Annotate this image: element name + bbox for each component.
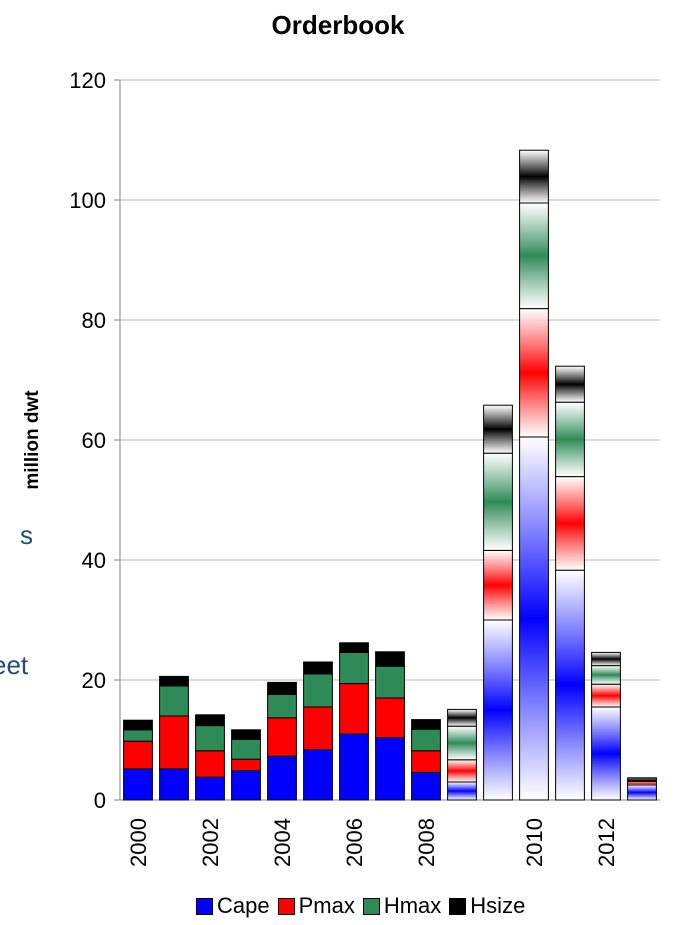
bar-pmax-segment — [483, 549, 513, 621]
bar-hmax-segment — [339, 651, 369, 685]
x-tick-label: 2004 — [270, 818, 295, 867]
bar-pmax-segment — [231, 758, 261, 772]
bar-hsize-segment — [627, 777, 657, 781]
bar-cape-segment — [555, 569, 585, 801]
legend-label: Hsize — [470, 893, 526, 918]
bar-hmax-segment — [375, 665, 405, 699]
bar-hsize-segment — [483, 404, 513, 454]
bar-cape-segment — [159, 768, 189, 801]
bar-pmax-segment — [627, 780, 657, 786]
legend-item-hmax: Hmax — [362, 893, 442, 919]
bar-cape-segment — [447, 781, 477, 801]
bar-hsize-segment — [339, 642, 369, 653]
legend-label: Cape — [217, 893, 270, 918]
x-tick-label: 2008 — [414, 818, 439, 867]
bar-hmax-segment — [303, 673, 333, 708]
x-tick-label: 2012 — [594, 818, 619, 867]
bar-hmax-segment — [123, 729, 153, 742]
bar-cape-segment — [339, 733, 369, 801]
bar-cape-segment — [483, 619, 513, 801]
bar-cape-segment — [195, 776, 225, 801]
bar-hmax-segment — [483, 452, 513, 551]
bar-hsize-segment — [519, 149, 549, 204]
bar-hmax-segment — [231, 738, 261, 760]
bar-cape-segment — [267, 755, 297, 801]
background-text-fragment: eet — [0, 650, 29, 680]
bar-pmax-segment — [195, 750, 225, 778]
bar-pmax-segment — [267, 717, 297, 757]
bar-cape-segment — [519, 436, 549, 801]
bar-hmax-segment — [519, 202, 549, 310]
x-tick-label: 2002 — [198, 818, 223, 867]
background-text-fragment: s — [20, 520, 33, 550]
bar-hmax-segment — [555, 401, 585, 478]
bar-cape-segment — [123, 768, 153, 801]
x-tick-label: 2010 — [522, 818, 547, 867]
legend-label: Pmax — [298, 893, 355, 918]
legend-swatch — [277, 897, 295, 915]
bar-hsize-segment — [447, 708, 477, 727]
bar-hsize-segment — [123, 719, 153, 731]
bar-pmax-segment — [411, 750, 441, 773]
bar-hsize-segment — [411, 719, 441, 730]
bar-hmax-segment — [447, 725, 477, 761]
bar-pmax-segment — [123, 740, 153, 770]
y-tick-label: 120 — [69, 68, 106, 93]
y-tick-label: 80 — [82, 308, 106, 333]
bar-pmax-segment — [375, 697, 405, 739]
bar-hmax-segment — [411, 728, 441, 752]
y-tick-label: 40 — [82, 548, 106, 573]
bar-cape-segment — [411, 771, 441, 801]
legend-item-hsize: Hsize — [449, 893, 525, 919]
x-tick-label: 2006 — [342, 818, 367, 867]
bar-cape-segment — [303, 749, 333, 801]
y-tick-label: 20 — [82, 668, 106, 693]
bar-cape-segment — [591, 706, 621, 801]
bar-cape-segment — [627, 784, 657, 801]
legend-item-pmax: Pmax — [277, 893, 355, 919]
legend-item-cape: Cape — [196, 893, 270, 919]
bar-hsize-segment — [591, 651, 621, 667]
bar-hsize-segment — [267, 681, 297, 695]
bar-pmax-segment — [591, 683, 621, 708]
bar-hmax-segment — [195, 725, 225, 752]
y-tick-label: 60 — [82, 428, 106, 453]
legend-label: Hmax — [383, 893, 442, 918]
bar-pmax-segment — [339, 683, 369, 735]
bar-hmax-segment — [267, 693, 297, 719]
y-tick-label: 0 — [94, 788, 106, 813]
bar-hsize-segment — [231, 729, 261, 740]
bar-cape-segment — [375, 737, 405, 801]
legend: Cape Pmax Hmax Hsize — [196, 893, 533, 919]
bar-hsize-segment — [555, 365, 585, 403]
legend-swatch — [196, 897, 213, 915]
bars — [123, 149, 657, 801]
y-axis-label: million dwt — [22, 390, 43, 490]
bar-hmax-segment — [591, 665, 621, 685]
bar-hsize-segment — [159, 675, 189, 687]
bar-pmax-segment — [159, 715, 189, 770]
tick-labels: 0 20 40 60 80 100 120 2000 2002 2004 2006 2008 2010 2… — [69, 68, 619, 867]
bar-hsize-segment — [195, 714, 225, 727]
legend-swatch — [362, 897, 380, 915]
bar-hsize-segment — [375, 651, 405, 667]
bar-pmax-segment — [519, 308, 549, 438]
bar-pmax-segment — [303, 706, 333, 751]
y-tick-label: 100 — [69, 188, 106, 213]
bar-pmax-segment — [447, 759, 477, 783]
bar-hsize-segment — [303, 661, 333, 675]
bar-hmax-segment — [159, 685, 189, 717]
x-tick-label: 2000 — [126, 818, 151, 867]
bar-cape-segment — [231, 770, 261, 801]
legend-swatch — [449, 897, 467, 915]
bar-pmax-segment — [555, 476, 585, 571]
chart-title: Orderbook — [271, 10, 405, 40]
